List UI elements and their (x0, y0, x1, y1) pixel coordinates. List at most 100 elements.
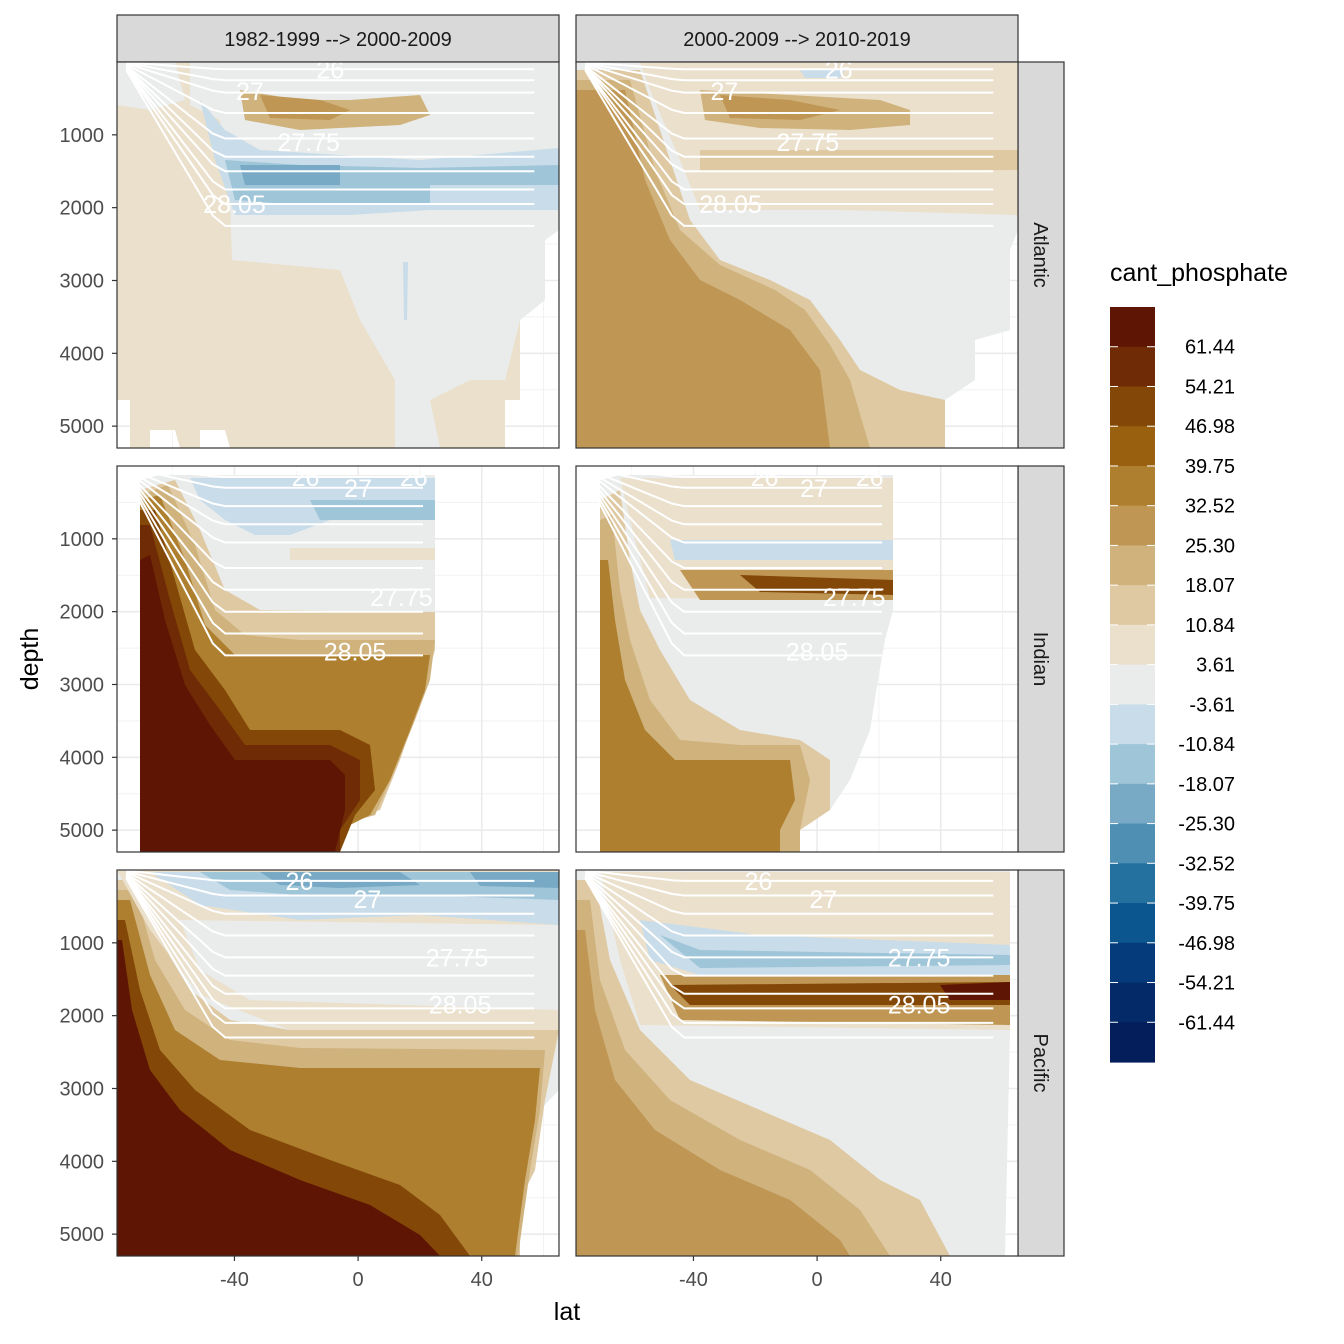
y-tick-label: 2000 (60, 602, 105, 624)
legend-label: -18.07 (1178, 774, 1235, 796)
legend-color-step (1110, 823, 1155, 864)
isopycnal-line (584, 471, 882, 591)
isopycnal-line (584, 470, 882, 569)
field-tan-band (700, 150, 1018, 172)
legend-label: 3.61 (1196, 655, 1235, 677)
isopycnal-line (584, 473, 882, 635)
isopycnal-line (125, 63, 535, 114)
isopycnal-line (584, 62, 994, 94)
isopycnal-line (126, 62, 535, 71)
legend-color-step (1110, 982, 1155, 1023)
y-tick-label: 4000 (60, 747, 105, 769)
isopycnal-line (584, 871, 994, 915)
contour-label: 27 (800, 475, 828, 503)
x-tick-label: 0 (353, 1269, 364, 1291)
legend-color-step (1110, 624, 1155, 666)
legend-color-step (1110, 783, 1155, 825)
contour-label: 26 (316, 56, 344, 84)
y-axes: 1000 2000 3000 4000 5000 1000 2000 3000 4000 5000… (60, 125, 117, 1246)
isopycnal-line (584, 468, 882, 526)
contour-label: 27 (710, 78, 738, 106)
isopycnal-line (125, 473, 423, 635)
y-tick-label: 3000 (60, 1078, 105, 1100)
contour-label: 27.75 (777, 129, 840, 157)
legend-label: 25.30 (1185, 535, 1235, 557)
contour-label: 26 (400, 464, 428, 492)
legend-color-step (1110, 903, 1155, 944)
row-strip-label-pacific: Pacific (1029, 1034, 1051, 1093)
isopycnal-line (125, 66, 535, 173)
isopycnal-line (125, 877, 535, 1024)
y-tick-label: 5000 (60, 820, 105, 842)
isopycnal-line (125, 871, 535, 915)
field-darkest-band (940, 982, 1010, 1000)
isopycnal-line (125, 877, 535, 1039)
row-strip-atlantic: Atlantic (1017, 61, 1065, 449)
isopycnal-line (585, 466, 882, 478)
legend-color-step (1110, 545, 1155, 586)
panel-border (116, 61, 560, 449)
column-strip-label-2: 2000-2009 --> 2010-2019 (683, 29, 910, 51)
isopycnal-line (126, 870, 535, 897)
isopycnal-line (125, 874, 535, 977)
isopycnal-line (125, 68, 535, 205)
legend-color-step (1110, 664, 1155, 705)
contour-label: 28.05 (429, 992, 492, 1020)
field-blue-deep (240, 165, 340, 185)
isopycnal-line (126, 62, 535, 82)
field-blue-patch (403, 262, 408, 320)
contour-label: 27 (236, 78, 264, 106)
isopycnal-line (126, 466, 423, 489)
legend-color-step (1110, 1022, 1155, 1063)
contour-label: 27.75 (370, 584, 433, 612)
isopycnal-line (125, 475, 423, 657)
isopycnal-line (125, 873, 535, 959)
panel-border (575, 61, 1019, 449)
contour-label: 28.05 (324, 639, 387, 667)
isopycnal-line (125, 65, 535, 140)
isopycnal-line (584, 67, 994, 191)
contour-label: 27 (809, 886, 837, 914)
legend-color-step (1110, 585, 1155, 626)
isopycnal-line (125, 467, 423, 508)
isopycnal-line (584, 475, 882, 657)
isopycnal-line (125, 470, 423, 569)
isopycnal-line (125, 469, 423, 544)
contour-label: 27.75 (823, 584, 886, 612)
legend-color-step (1110, 704, 1155, 745)
isopycnal-line (125, 65, 535, 158)
legend-label: -3.61 (1189, 694, 1235, 716)
legend-color-step (1110, 386, 1155, 427)
isopycnal-line (126, 466, 423, 478)
legend: 61.44 54.21 46.98 39.75 32.52 25.30 18.07 10.84… (1110, 307, 1235, 1063)
isopycnal-line (126, 870, 535, 882)
row-strip-pacific: Pacific (1017, 869, 1065, 1257)
y-tick-label: 3000 (60, 674, 105, 696)
contour-label: 27 (353, 886, 381, 914)
panel-border (116, 869, 560, 1257)
legend-label: 46.98 (1185, 416, 1235, 438)
field-tan-dark (576, 90, 830, 448)
isopycnal-line (584, 68, 994, 205)
panel-atlantic-period2: 26 27 27.75 28.05 (576, 62, 1018, 448)
field-brown (600, 560, 795, 852)
isopycnal-line (584, 63, 994, 114)
isopycnal-line (584, 65, 994, 158)
y-tick-label: 3000 (60, 270, 105, 292)
isopycnal-line (584, 873, 994, 959)
field-blue-upper (800, 70, 845, 78)
isopycnal-line (585, 870, 994, 882)
panel-border (575, 465, 1019, 853)
legend-label: -39.75 (1178, 893, 1235, 915)
y-tick-label: 1000 (60, 933, 105, 955)
contour-label: 26 (744, 868, 772, 896)
legend-label: -46.98 (1178, 933, 1235, 955)
contour-label: 27.75 (277, 129, 340, 157)
y-tick-label: 4000 (60, 1151, 105, 1173)
row-strip-label-atlantic: Atlantic (1029, 222, 1051, 288)
y-tick-label: 1000 (60, 125, 105, 147)
column-strip-2: 2000-2009 --> 2010-2019 (575, 14, 1019, 63)
isopycnal-line (584, 66, 994, 173)
contour-label: 28.05 (203, 191, 266, 219)
legend-color-step (1110, 307, 1155, 348)
